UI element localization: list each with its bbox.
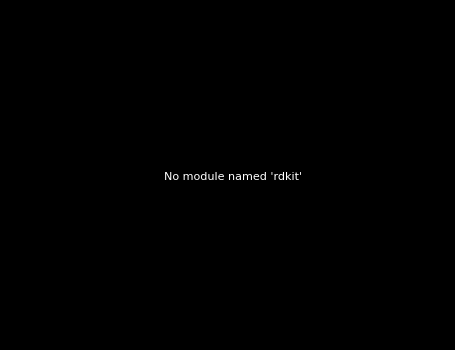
Text: No module named 'rdkit': No module named 'rdkit' — [164, 172, 302, 182]
